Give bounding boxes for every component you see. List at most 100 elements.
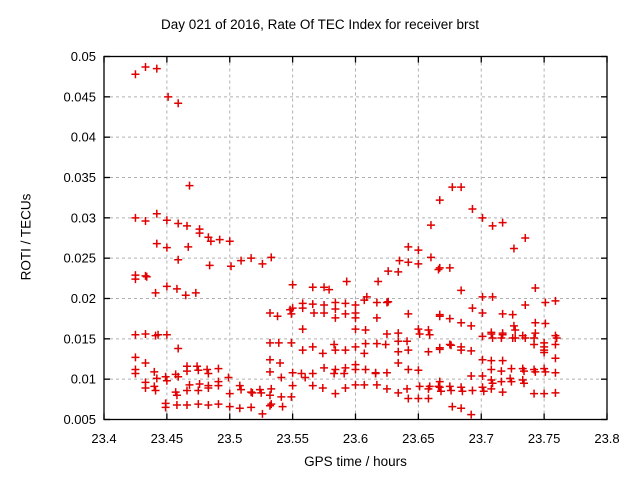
data-point-marker (424, 325, 433, 334)
data-point-marker (341, 346, 350, 355)
data-point-marker (276, 359, 285, 368)
data-point-marker (182, 386, 191, 395)
data-point-marker (403, 384, 412, 393)
data-point-marker (204, 400, 213, 409)
data-point-marker (351, 365, 360, 374)
data-point-marker (457, 318, 466, 327)
data-point-marker (447, 386, 456, 395)
data-point-marker (288, 381, 297, 390)
data-point-marker (487, 329, 496, 338)
data-point-marker (531, 329, 540, 338)
data-point-marker (150, 367, 159, 376)
data-point-marker (457, 286, 466, 295)
data-point-marker (274, 338, 283, 347)
data-point-marker (340, 369, 349, 378)
data-point-marker (320, 363, 329, 372)
data-point-marker (267, 384, 276, 393)
data-point-marker (265, 391, 274, 400)
data-point-marker (308, 342, 317, 351)
data-point-marker (361, 365, 370, 374)
data-point-marker (141, 359, 150, 368)
data-point-marker (424, 347, 433, 356)
data-point-marker (467, 346, 476, 355)
y-tick-label: 0.025 (63, 251, 96, 266)
data-point-marker (331, 365, 340, 374)
data-point-marker (331, 304, 340, 313)
data-point-marker (488, 292, 497, 301)
data-point-marker (162, 330, 171, 339)
data-point-marker (131, 369, 140, 378)
data-point-marker (478, 355, 487, 364)
data-point-marker (351, 380, 360, 389)
data-point-marker (447, 341, 456, 350)
data-point-marker (341, 363, 350, 372)
data-point-marker (424, 394, 433, 403)
data-point-marker (372, 298, 381, 307)
data-point-marker (235, 381, 244, 390)
data-point-marker (468, 386, 477, 395)
data-point-marker (182, 367, 191, 376)
data-point-marker (141, 62, 150, 71)
data-point-marker (204, 369, 213, 378)
y-tick-label: 0.035 (63, 170, 96, 185)
data-point-marker (374, 277, 383, 286)
data-point-marker (360, 349, 369, 358)
data-point-marker (394, 337, 403, 346)
y-tick-label: 0.03 (71, 210, 96, 225)
data-point-marker (414, 325, 423, 334)
data-point-marker (161, 372, 170, 381)
data-point-marker (214, 364, 223, 373)
data-point-marker (182, 221, 191, 230)
data-point-marker (174, 344, 183, 353)
data-point-marker (141, 329, 150, 338)
data-point-marker (351, 313, 360, 322)
data-point-marker (181, 291, 190, 300)
data-point-marker (152, 209, 161, 218)
data-point-marker (277, 373, 286, 382)
data-point-marker (174, 255, 183, 264)
data-point-marker (382, 329, 391, 338)
data-point-marker (265, 338, 274, 347)
data-point-marker (498, 388, 507, 397)
data-point-marker (434, 265, 443, 274)
data-point-marker (247, 388, 256, 397)
data-point-marker (131, 275, 140, 284)
data-point-marker (308, 300, 317, 309)
data-point-marker (141, 217, 150, 226)
data-point-marker (227, 262, 236, 271)
data-point-marker (360, 380, 369, 389)
data-point-marker (404, 258, 413, 267)
data-point-marker (185, 181, 194, 190)
data-point-marker (162, 216, 171, 225)
data-point-marker (298, 346, 307, 355)
data-point-marker (247, 254, 256, 263)
data-point-marker (468, 304, 477, 313)
data-point-marker (267, 400, 276, 409)
data-point-marker (308, 381, 317, 390)
data-point-marker (265, 367, 274, 376)
data-point-marker (225, 402, 234, 411)
data-point-marker (194, 366, 203, 375)
data-point-marker (541, 367, 550, 376)
y-tick-label: 0.01 (71, 372, 96, 387)
data-point-marker (318, 384, 327, 393)
data-point-marker (415, 382, 424, 391)
data-point-marker (342, 277, 351, 286)
data-point-marker (448, 402, 457, 411)
data-point-marker (497, 377, 506, 386)
data-point-marker (298, 325, 307, 334)
data-point-marker (258, 409, 267, 418)
data-point-marker (172, 284, 181, 293)
data-point-marker (551, 388, 560, 397)
data-point-marker (435, 343, 444, 352)
x-tick-label: 23.55 (276, 431, 309, 446)
x-tick-label: 23.75 (528, 431, 561, 446)
data-point-marker (394, 388, 403, 397)
data-point-marker (331, 346, 340, 355)
x-tick-label: 23.7 (469, 431, 494, 446)
y-tick-label: 0.04 (71, 130, 96, 145)
data-point-marker (182, 400, 191, 409)
data-point-marker (445, 382, 454, 391)
data-point-marker (404, 346, 413, 355)
data-point-marker (381, 340, 390, 349)
